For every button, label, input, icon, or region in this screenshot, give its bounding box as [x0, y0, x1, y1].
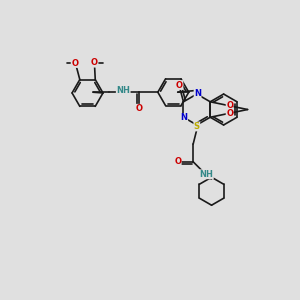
- Text: S: S: [194, 122, 200, 131]
- Text: O: O: [176, 80, 183, 89]
- Text: N: N: [181, 113, 188, 122]
- Text: N: N: [194, 89, 201, 98]
- Text: NH: NH: [200, 170, 213, 179]
- Text: O: O: [71, 58, 78, 68]
- Text: O: O: [226, 109, 233, 118]
- Text: O: O: [174, 157, 181, 166]
- Text: O: O: [91, 58, 98, 67]
- Text: O: O: [226, 101, 233, 110]
- Text: NH: NH: [116, 86, 130, 95]
- Text: O: O: [136, 104, 143, 113]
